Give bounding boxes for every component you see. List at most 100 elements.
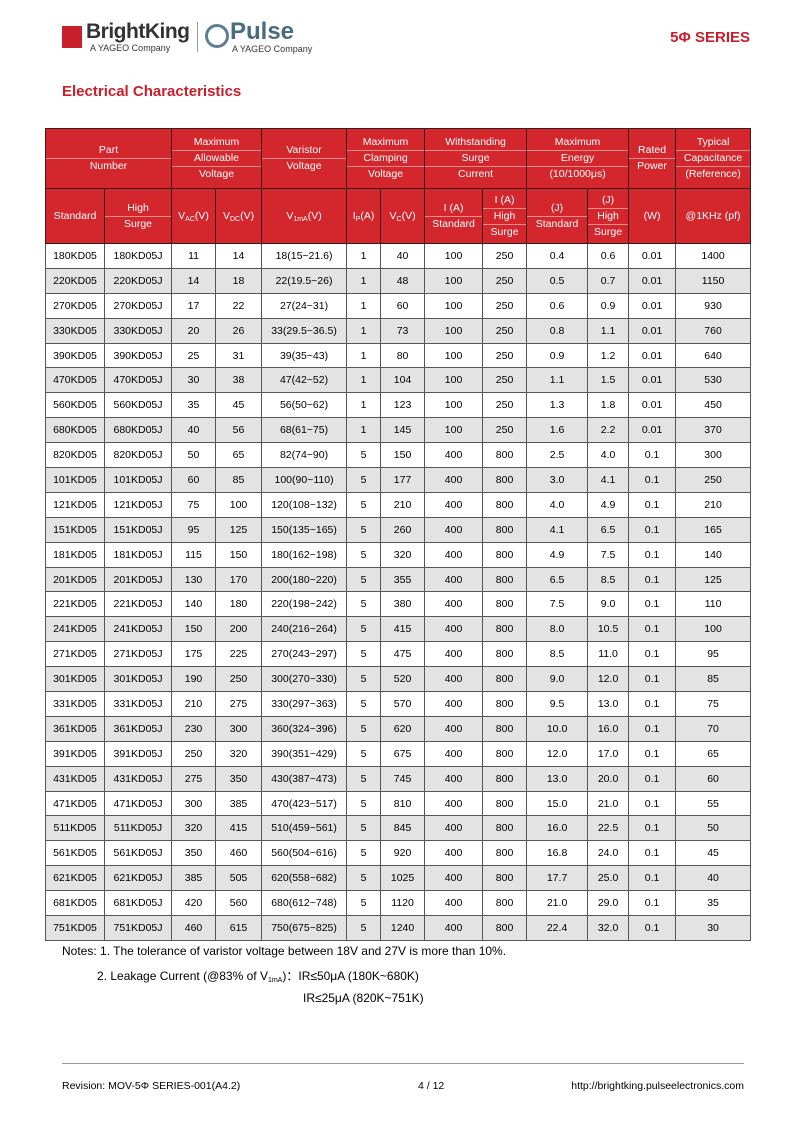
- cell: 0.01: [628, 342, 677, 369]
- header-line: Allowable: [172, 150, 262, 166]
- cell: 0.9: [526, 342, 589, 369]
- cell: 800: [482, 616, 528, 643]
- cell: 270KD05J: [103, 292, 173, 319]
- cell: 800: [482, 865, 528, 892]
- cell: 250: [482, 317, 528, 344]
- group-header: Part Number: [44, 128, 173, 189]
- data-row: 390KD05 390KD05J 25 31 39(35~43) 1 80 100 250 0.9…: [45, 342, 752, 369]
- header-line: (J): [550, 201, 564, 214]
- cell: 681KD05J: [103, 890, 173, 917]
- cell: 680(612~748): [261, 890, 348, 917]
- cell: 400: [424, 467, 484, 493]
- cell: 10.0: [526, 715, 589, 742]
- header-symbol: V: [178, 209, 186, 222]
- data-row: 121KD05 121KD05J 75 100 120(108~132) 5 210 400 8…: [45, 491, 752, 518]
- cell: 1150: [675, 267, 752, 294]
- cell: 20: [171, 317, 217, 344]
- data-row: 221KD05 221KD05J 140 180 220(198~242) 5 380 400…: [45, 591, 752, 618]
- cell: 400: [424, 616, 484, 643]
- cell: 370: [675, 417, 752, 444]
- cell: 241KD05J: [103, 616, 173, 643]
- cell: 33(29.5~36.5): [261, 317, 348, 344]
- cell: 1240: [380, 915, 426, 941]
- cell: 560: [215, 890, 263, 917]
- cell: 5: [346, 566, 382, 593]
- header-line: Number: [46, 158, 172, 174]
- cell: 415: [380, 616, 426, 643]
- cell: 271KD05: [45, 641, 105, 668]
- cell: 1.2: [587, 342, 630, 369]
- cell: 800: [482, 467, 528, 493]
- cell: 39(35~43): [261, 342, 348, 369]
- cell: 800: [482, 715, 528, 742]
- cell: 0.1: [628, 815, 677, 842]
- cell: 0.1: [628, 666, 677, 693]
- cell: 5: [346, 840, 382, 867]
- cell: 270KD05: [45, 292, 105, 319]
- cell: 150: [215, 541, 263, 568]
- cell: 100: [675, 616, 752, 643]
- cell: 4.9: [526, 541, 589, 568]
- cell: 350: [171, 840, 217, 867]
- cell: 1: [346, 267, 382, 294]
- cell: 100: [424, 392, 484, 419]
- cell: 250: [482, 292, 528, 319]
- data-row: 431KD05 431KD05J 275 350 430(387~473) 5 745 400…: [45, 765, 752, 792]
- cell: 331KD05J: [103, 691, 173, 717]
- header-line: Power: [629, 158, 676, 174]
- cell: 70: [675, 715, 752, 742]
- cell: 5: [346, 715, 382, 742]
- cell: 100: [424, 342, 484, 369]
- cell: 1: [346, 317, 382, 344]
- cell: 460: [215, 840, 263, 867]
- cell: 5: [346, 915, 382, 941]
- cell: 60: [380, 292, 426, 319]
- brand-tagline: A YAGEO Company: [90, 43, 171, 53]
- cell: 0.01: [628, 392, 677, 419]
- cell: 460: [171, 915, 217, 941]
- cell: 200: [215, 616, 263, 643]
- cell: 65: [215, 442, 263, 469]
- cell: 385: [171, 865, 217, 892]
- cell: 17.0: [587, 740, 630, 767]
- data-row: 330KD05 330KD05J 20 26 33(29.5~36.5) 1 73 100 25…: [45, 317, 752, 344]
- cell: 420: [171, 890, 217, 917]
- cell: 0.1: [628, 865, 677, 892]
- series-title: 5Φ SERIES: [670, 29, 750, 46]
- cell: 220KD05J: [103, 267, 173, 294]
- data-row: 471KD05 471KD05J 300 385 470(423~517) 5 810 400…: [45, 790, 752, 817]
- cell: 165: [675, 516, 752, 543]
- cell: 800: [482, 666, 528, 693]
- cell: 60: [675, 765, 752, 792]
- cell: 400: [424, 715, 484, 742]
- header-line: Surge: [483, 223, 527, 240]
- cell: 0.1: [628, 765, 677, 792]
- header-row: Part Number Maximum Allowable Voltage Varisto…: [44, 128, 752, 189]
- cell: 1.1: [587, 317, 630, 344]
- cell: 180KD05J: [103, 243, 173, 269]
- cell: 101KD05: [45, 467, 105, 493]
- cell: 400: [424, 740, 484, 767]
- cell: 520: [380, 666, 426, 693]
- cell: 820KD05J: [103, 442, 173, 469]
- sub-header: I (A) Standard: [424, 188, 484, 244]
- cell: 0.01: [628, 317, 677, 344]
- cell: 2.2: [587, 417, 630, 444]
- cell: 16.0: [526, 815, 589, 842]
- cell: 140: [675, 541, 752, 568]
- header-line: Varistor: [286, 144, 322, 156]
- data-row: 361KD05 361KD05J 230 300 360(324~396) 5 620 400…: [45, 715, 752, 742]
- cell: 0.01: [628, 267, 677, 294]
- cell: 121KD05: [45, 491, 105, 518]
- section-title: Electrical Characteristics: [62, 83, 242, 100]
- group-header: Typical Capacitance (Reference): [675, 128, 752, 189]
- cell: 390KD05: [45, 342, 105, 369]
- cell: 82(74~90): [261, 442, 348, 469]
- cell: 22.5: [587, 815, 630, 842]
- cell: 14: [215, 243, 263, 269]
- header-subscript: P: [355, 215, 361, 223]
- cell: 0.1: [628, 467, 677, 493]
- header-line: Current: [425, 166, 527, 182]
- cell: 560KD05: [45, 392, 105, 419]
- cell: 4.9: [587, 491, 630, 518]
